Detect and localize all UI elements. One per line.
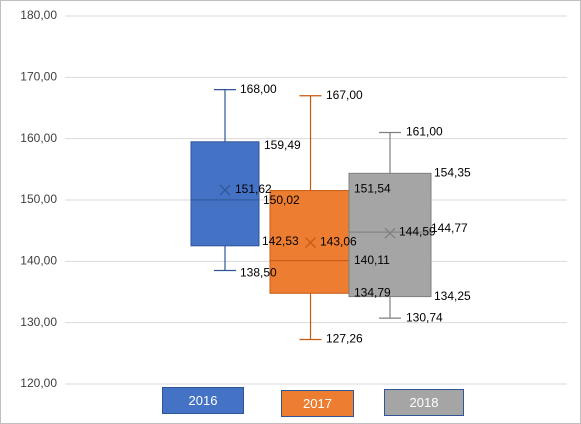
data-label: 144,77 — [431, 221, 468, 235]
data-label: 161,00 — [406, 125, 443, 139]
data-label: 151,62 — [235, 182, 272, 196]
data-label: 168,00 — [240, 82, 277, 96]
y-tick-label: 160,00 — [20, 131, 57, 145]
mean-marker — [305, 237, 316, 248]
legend-label-2017: 2017 — [303, 396, 332, 411]
data-label: 140,11 — [354, 253, 390, 267]
data-label: 143,06 — [320, 235, 357, 249]
y-tick-label: 130,00 — [20, 315, 57, 329]
legend-item-2017: 2017 — [281, 390, 354, 417]
box-2016 — [190, 141, 260, 247]
y-tick-label: 180,00 — [20, 8, 57, 22]
legend-label-2016: 2016 — [188, 393, 218, 408]
data-label: 144,59 — [399, 224, 436, 238]
data-label: 151,54 — [354, 182, 391, 196]
legend-item-2016: 2016 — [162, 387, 244, 414]
data-label: 142,53 — [262, 234, 299, 248]
y-tick-label: 150,00 — [20, 192, 57, 206]
y-tick-label: 170,00 — [20, 70, 57, 84]
mean-marker — [219, 184, 231, 196]
legend-item-2018: 2018 — [384, 389, 464, 416]
mean-marker — [384, 227, 396, 239]
data-label: 154,35 — [434, 165, 471, 179]
data-label: 134,79 — [354, 285, 391, 299]
data-label: 150,02 — [263, 193, 300, 207]
y-tick-label: 120,00 — [20, 376, 57, 390]
data-label: 167,00 — [326, 88, 363, 102]
data-label: 127,26 — [326, 332, 363, 346]
data-label: 159,49 — [264, 138, 301, 152]
legend-label-2018: 2018 — [409, 395, 439, 410]
data-label: 138,50 — [240, 266, 277, 280]
y-tick-label: 140,00 — [20, 254, 57, 268]
data-label: 134,25 — [434, 289, 471, 303]
data-label: 130,74 — [406, 310, 443, 324]
box-2018 — [348, 172, 432, 298]
